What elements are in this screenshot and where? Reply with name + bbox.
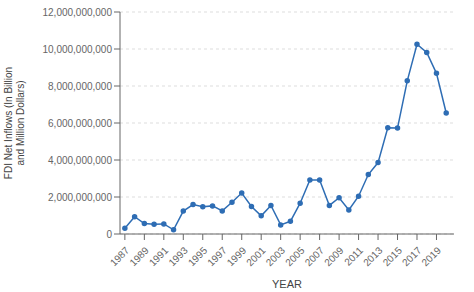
svg-text:YEAR: YEAR bbox=[272, 278, 302, 290]
svg-text:2019: 2019 bbox=[419, 244, 443, 268]
svg-text:10,000,000,000: 10,000,000,000 bbox=[42, 44, 112, 55]
svg-text:2009: 2009 bbox=[322, 244, 346, 268]
svg-text:1991: 1991 bbox=[147, 244, 171, 268]
svg-text:1987: 1987 bbox=[108, 244, 132, 268]
svg-text:1999: 1999 bbox=[225, 244, 249, 268]
svg-text:0: 0 bbox=[106, 229, 112, 240]
svg-text:2,000,000,000: 2,000,000,000 bbox=[48, 192, 112, 203]
svg-text:2013: 2013 bbox=[361, 244, 385, 268]
svg-text:2001: 2001 bbox=[244, 244, 268, 268]
svg-text:4,000,000,000: 4,000,000,000 bbox=[48, 155, 112, 166]
svg-text:2005: 2005 bbox=[283, 244, 307, 268]
svg-text:2003: 2003 bbox=[264, 244, 288, 268]
svg-text:1993: 1993 bbox=[166, 244, 190, 268]
svg-text:1995: 1995 bbox=[186, 244, 210, 268]
svg-text:2015: 2015 bbox=[381, 244, 405, 268]
svg-text:FDI Net Inflows (In Billionand: FDI Net Inflows (In Billionand Million D… bbox=[3, 67, 26, 179]
svg-text:6,000,000,000: 6,000,000,000 bbox=[48, 118, 112, 129]
svg-text:2017: 2017 bbox=[400, 244, 424, 268]
svg-text:1997: 1997 bbox=[205, 244, 229, 268]
svg-text:12,000,000,000: 12,000,000,000 bbox=[42, 7, 112, 18]
svg-text:8,000,000,000: 8,000,000,000 bbox=[48, 81, 112, 92]
svg-text:2007: 2007 bbox=[303, 244, 327, 268]
svg-text:1989: 1989 bbox=[127, 244, 151, 268]
svg-text:2011: 2011 bbox=[342, 244, 365, 267]
